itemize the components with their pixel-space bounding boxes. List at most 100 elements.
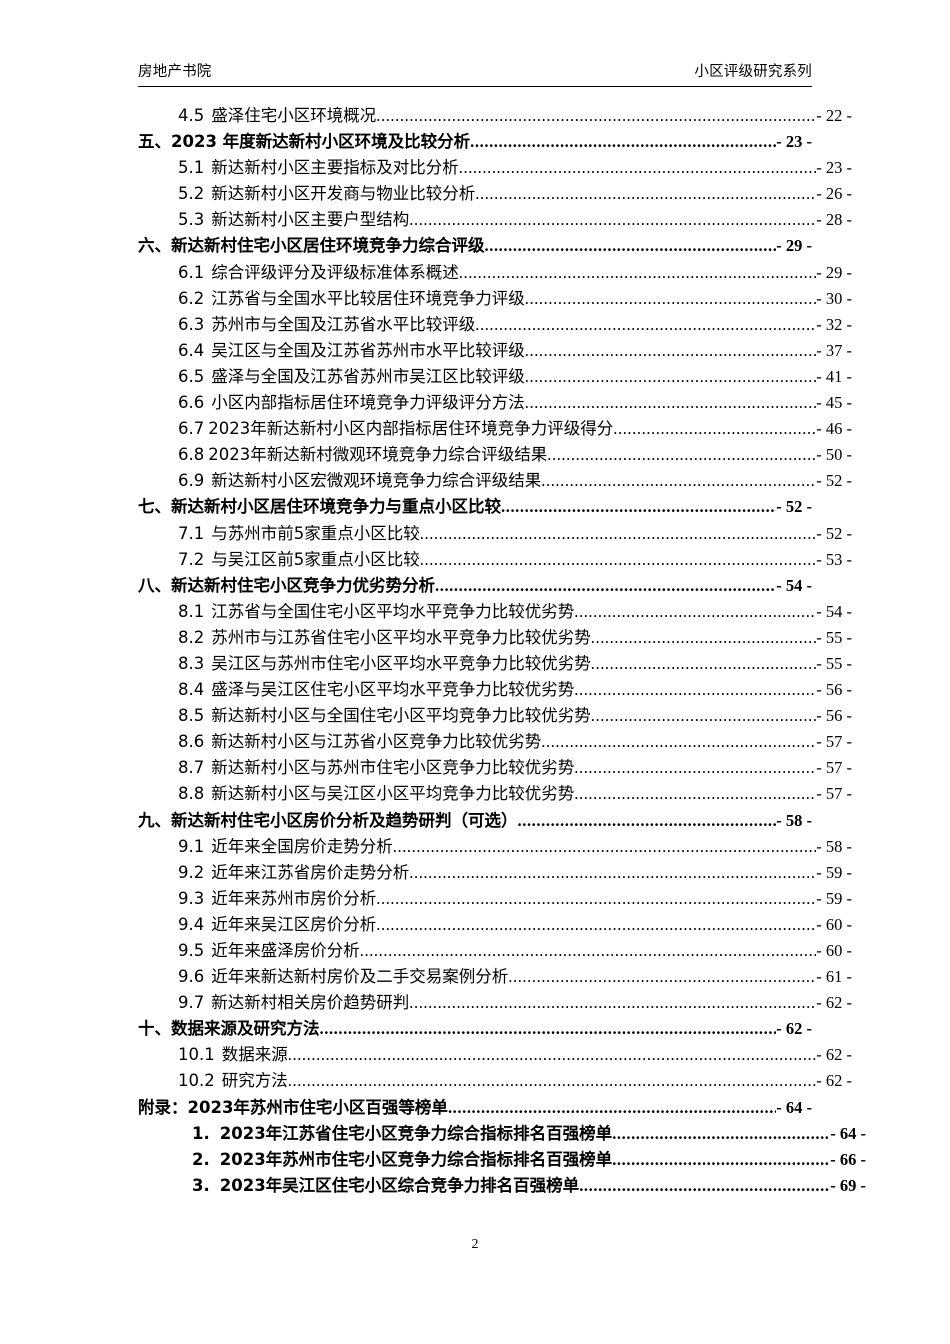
toc-entry[interactable]: 九、 新达新村住宅小区房价分析及趋势研判（可选）.................… — [138, 808, 812, 834]
toc-entry-page-number: - 54 - — [776, 575, 812, 595]
toc-entry[interactable]: 8.3 吴江区与苏州市住宅小区平均水平竞争力比较优劣势..............… — [138, 651, 852, 677]
toc-entry-page-number: - 23 - — [776, 132, 812, 152]
toc-entry-title: 数据来源及研究方法 — [171, 1019, 320, 1039]
toc-entry[interactable]: 9.4 近年来吴江区房价分析...........................… — [138, 912, 852, 938]
page-content: 房地产书院 小区评级研究系列 4.5 盛泽住宅小区环境概况............… — [138, 62, 866, 1199]
toc-entry[interactable]: 6.6 小区内部指标居住环境竞争力评级评分方法..................… — [138, 390, 852, 416]
toc-entry-title: 2023年苏州市住宅小区竞争力综合指标排名百强榜单 — [219, 1149, 613, 1169]
toc-entry-number: 七、 — [138, 497, 171, 517]
toc-entry-title: 新达新村小区与全国住宅小区平均竞争力比较优劣势 — [211, 706, 591, 726]
toc-entry[interactable]: 9.3 近年来苏州市房价分析...........................… — [138, 886, 852, 912]
toc-entry[interactable]: 6.7 2023年新达新村小区内部指标居住环境竞争力评级得分...........… — [138, 416, 852, 442]
toc-leader-dots: ........................................… — [613, 419, 817, 439]
toc-entry[interactable]: 附录： 2023年苏州市住宅小区百强等榜单....................… — [138, 1095, 812, 1121]
toc-entry[interactable]: 七、 新达新村小区居住环境竞争力与重点小区比较..................… — [138, 494, 812, 520]
toc-entry-number: 9.3 — [178, 888, 205, 908]
toc-entry[interactable]: 7.1 与苏州市前5家重点小区比较........................… — [138, 521, 852, 547]
toc-entry-title: 2023 年度新达新村小区环境及比较分析 — [171, 132, 471, 152]
toc-entry-page-number: - 57 - — [816, 784, 852, 804]
toc-entry[interactable]: 五、 2023 年度新达新村小区环境及比较分析..................… — [138, 129, 812, 155]
toc-entry-page-number: - 55 - — [816, 627, 852, 647]
toc-leader-dots: ........................................… — [419, 549, 817, 569]
toc-entry-title: 盛泽住宅小区环境概况 — [211, 106, 377, 125]
toc-entry-page-number: - 30 - — [816, 288, 852, 308]
toc-entry-page-number: - 52 - — [816, 471, 852, 491]
toc-leader-dots: ........................................… — [475, 184, 816, 204]
toc-entry-title: 2023年苏州市住宅小区百强等榜单 — [187, 1097, 448, 1117]
toc-entry[interactable]: 4.5 盛泽住宅小区环境概况...........................… — [138, 103, 852, 129]
toc-entry[interactable]: 6.1 综合评级评分及评级标准体系概述......................… — [138, 260, 852, 286]
toc-entry-title: 苏州市与江苏省住宅小区平均水平竞争力比较优劣势 — [211, 627, 591, 647]
toc-entry[interactable]: 9.5 近年来盛泽房价分析............................… — [138, 938, 852, 964]
toc-entry[interactable]: 6.9 新达新村小区宏微观环境竞争力综合评级结果.................… — [138, 468, 852, 494]
toc-entry-page-number: - 62 - — [816, 1071, 852, 1091]
toc-entry[interactable]: 8.5 新达新村小区与全国住宅小区平均竞争力比较优劣势..............… — [138, 703, 852, 729]
toc-entry[interactable]: 10.2 研究方法................................… — [138, 1068, 852, 1094]
toc-entry[interactable]: 六、 新达新村住宅小区居住环境竞争力综合评级...................… — [138, 233, 812, 259]
toc-entry-page-number: - 66 - — [830, 1149, 866, 1169]
toc-entry-page-number: - 56 - — [816, 680, 852, 700]
toc-entry[interactable]: 6.3 苏州市与全国及江苏省水平比较评级.....................… — [138, 312, 852, 338]
toc-entry[interactable]: 八、 新达新村住宅小区竞争力优劣势分析......................… — [138, 573, 812, 599]
toc-entry-title: 苏州市与全国及江苏省水平比较评级 — [211, 314, 476, 334]
toc-entry[interactable]: 8.7 新达新村小区与苏州市住宅小区竞争力比较优劣势...............… — [138, 755, 852, 781]
toc-entry[interactable]: 7.2 与吴江区前5家重点小区比较........................… — [138, 547, 852, 573]
toc-entry-page-number: - 56 - — [816, 706, 852, 726]
toc-entry-title: 研究方法 — [221, 1071, 288, 1091]
toc-entry[interactable]: 2. 2023年苏州市住宅小区竞争力综合指标排名百强榜单.............… — [138, 1147, 866, 1173]
toc-entry-number: 8.6 — [178, 732, 205, 752]
toc-entry[interactable]: 3. 2023年吴江区住宅小区综合竞争力排名百强榜单...............… — [138, 1173, 866, 1199]
toc-entry-number: 4.5 — [178, 106, 205, 125]
toc-leader-dots: ........................................… — [541, 732, 816, 752]
toc-entry[interactable]: 6.5 盛泽与全国及江苏省苏州市吴江区比较评级..................… — [138, 364, 852, 390]
toc-entry[interactable]: 5.3 新达新村小区主要户型结构.........................… — [138, 207, 852, 233]
toc-entry[interactable]: 6.4 吴江区与全国及江苏省苏州市水平比较评级..................… — [138, 338, 852, 364]
toc-entry-title: 新达新村小区主要指标及对比分析 — [211, 158, 459, 178]
toc-leader-dots: ........................................… — [612, 1149, 831, 1169]
toc-entry[interactable]: 9.1 近年来全国房价走势分析..........................… — [138, 834, 852, 860]
toc-entry[interactable]: 5.2 新达新村小区开发商与物业比较分析.....................… — [138, 181, 852, 207]
toc-entry-number: 6.9 — [178, 471, 205, 491]
toc-entry[interactable]: 6.8 2023年新达新村微观环境竞争力综合评级结果...............… — [138, 442, 852, 468]
toc-entry[interactable]: 8.4 盛泽与吴江区住宅小区平均水平竞争力比较优劣势...............… — [138, 677, 852, 703]
toc-entry-title: 新达新村小区居住环境竞争力与重点小区比较 — [171, 497, 501, 517]
toc-leader-dots: ........................................… — [475, 314, 816, 334]
toc-leader-dots: ........................................… — [409, 993, 817, 1013]
toc-entry-number: 五、 — [138, 132, 171, 152]
toc-entry[interactable]: 8.1 江苏省与全国住宅小区平均水平竞争力比较优劣势...............… — [138, 599, 852, 625]
toc-entry-page-number: - 61 - — [816, 967, 852, 987]
toc-entry[interactable]: 5.1 新达新村小区主要指标及对比分析......................… — [138, 155, 852, 181]
toc-entry[interactable]: 十、 数据来源及研究方法.............................… — [138, 1016, 812, 1042]
toc-entry-page-number: - 28 - — [816, 210, 852, 230]
toc-entry-page-number: - 52 - — [776, 497, 812, 517]
toc-entry-number: 8.8 — [178, 784, 205, 804]
toc-leader-dots: ........................................… — [590, 627, 817, 647]
toc-entry-page-number: - 58 - — [776, 810, 812, 830]
toc-entry-title: 新达新村住宅小区竞争力优劣势分析 — [171, 575, 435, 595]
toc-entry[interactable]: 8.6 新达新村小区与江苏省小区竞争力比较优劣势.................… — [138, 729, 852, 755]
toc-entry[interactable]: 9.2 近年来江苏省房价走势分析.........................… — [138, 860, 852, 886]
toc-entry-number: 6.1 — [178, 262, 205, 282]
toc-entry-number: 9.2 — [178, 862, 205, 882]
toc-entry-title: 江苏省与全国住宅小区平均水平竞争力比较优劣势 — [211, 601, 575, 621]
toc-entry-number: 5.1 — [178, 158, 205, 178]
toc-entry-page-number: - 59 - — [816, 862, 852, 882]
table-of-contents: 4.5 盛泽住宅小区环境概况...........................… — [138, 103, 866, 1199]
toc-leader-dots: ........................................… — [470, 132, 777, 152]
toc-entry[interactable]: 8.8 新达新村小区与吴江区小区平均竞争力比较优劣势...............… — [138, 781, 852, 807]
toc-entry[interactable]: 10.1 数据来源................................… — [138, 1042, 852, 1068]
toc-entry[interactable]: 9.6 近年来新达新村房价及二手交易案例分析...................… — [138, 964, 852, 990]
toc-entry[interactable]: 8.2 苏州市与江苏省住宅小区平均水平竞争力比较优劣势..............… — [138, 625, 852, 651]
toc-entry[interactable]: 6.2 江苏省与全国水平比较居住环境竞争力评级..................… — [138, 286, 852, 312]
toc-entry-number: 6.4 — [178, 340, 205, 360]
toc-entry-number: 8.5 — [178, 706, 205, 726]
toc-leader-dots: ........................................… — [508, 967, 816, 987]
toc-leader-dots: ........................................… — [541, 471, 816, 491]
toc-entry[interactable]: 9.7 新达新村相关房价趋势研判.........................… — [138, 990, 852, 1016]
toc-entry-number: 八、 — [138, 575, 171, 595]
toc-entry-page-number: - 50 - — [816, 445, 852, 465]
toc-entry-number: 6.6 — [178, 393, 205, 413]
toc-entry-number: 7.1 — [178, 523, 205, 543]
toc-leader-dots: ........................................… — [501, 497, 776, 517]
toc-entry[interactable]: 1. 2023年江苏省住宅小区竞争力综合指标排名百强榜单.............… — [138, 1121, 866, 1147]
